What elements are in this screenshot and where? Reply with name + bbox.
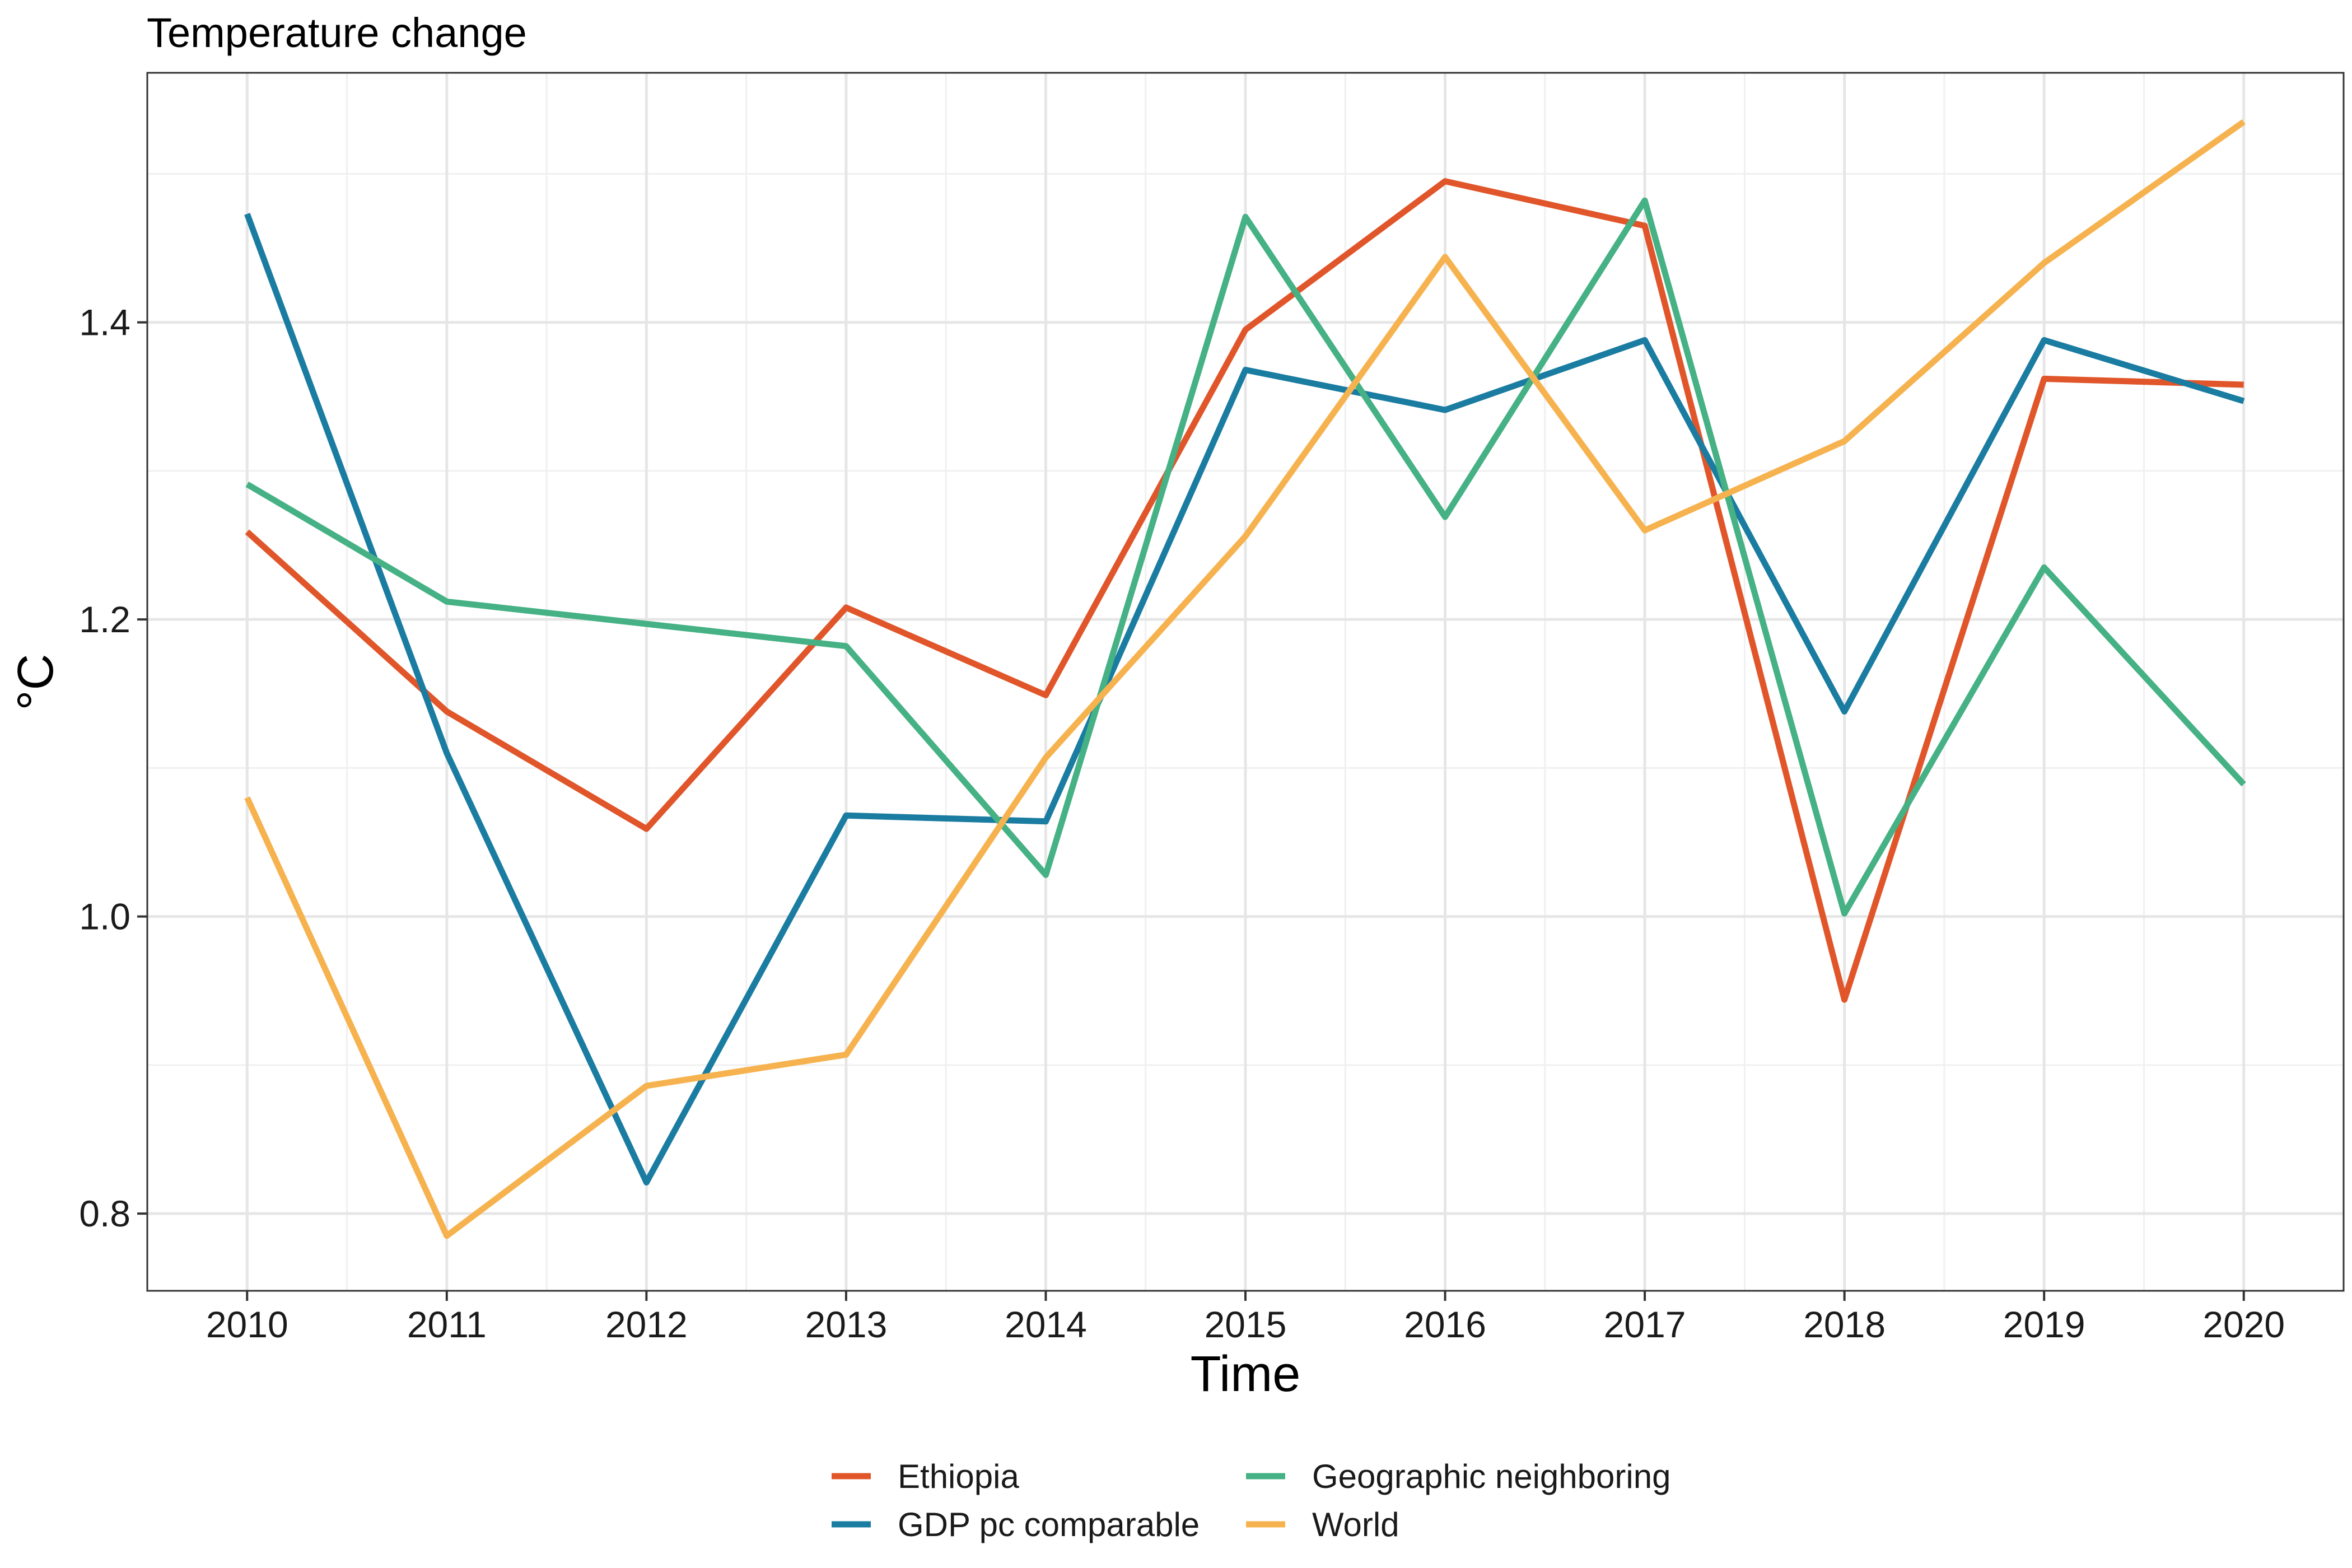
legend: Ethiopia GDP pc comparable Geographic neig… [832,1458,1670,1543]
y-tick-label: 1.0 [79,896,130,937]
x-tick-label: 2015 [1205,1304,1287,1345]
legend-item: GDP pc comparable [832,1506,1200,1543]
series-line-geographic-neighboring [245,197,2246,917]
x-axis-ticks: 2010 2011 2012 2013 2014 2015 2016 2017 2018 2019… [206,1291,2285,1345]
series-line-world [244,119,2246,1239]
y-axis-ticks: 0.8 1.0 1.2 1.4 [79,302,147,1234]
major-gridlines [147,73,2344,1291]
x-tick-label: 2014 [1005,1304,1087,1345]
x-tick-label: 2013 [805,1304,887,1345]
x-tick-label: 2020 [2202,1304,2285,1345]
y-tick-label: 1.4 [79,302,130,343]
legend-label: World [1312,1506,1399,1543]
x-tick-label: 2016 [1404,1304,1486,1345]
y-tick-label: 1.2 [79,599,130,640]
y-axis-title: °C [8,654,64,711]
x-tick-label: 2010 [206,1304,288,1345]
x-tick-label: 2018 [1803,1304,1886,1345]
legend-item: World [1246,1506,1399,1543]
y-tick-label: 0.8 [79,1193,130,1234]
legend-item: Geographic neighboring [1246,1458,1670,1495]
series-lines [244,119,2246,1239]
x-axis-title: Time [1191,1346,1301,1402]
legend-label: Ethiopia [898,1458,1019,1495]
legend-label: GDP pc comparable [898,1506,1200,1543]
legend-item: Ethiopia [832,1458,1019,1495]
x-tick-label: 2012 [605,1304,688,1345]
x-tick-label: 2017 [1604,1304,1686,1345]
x-tick-label: 2019 [2003,1304,2085,1345]
chart-title: Temperature change [147,10,527,56]
legend-label: Geographic neighboring [1312,1458,1670,1495]
series-line-gdp-pc-comparable [244,213,2245,1186]
x-tick-label: 2011 [407,1304,487,1345]
